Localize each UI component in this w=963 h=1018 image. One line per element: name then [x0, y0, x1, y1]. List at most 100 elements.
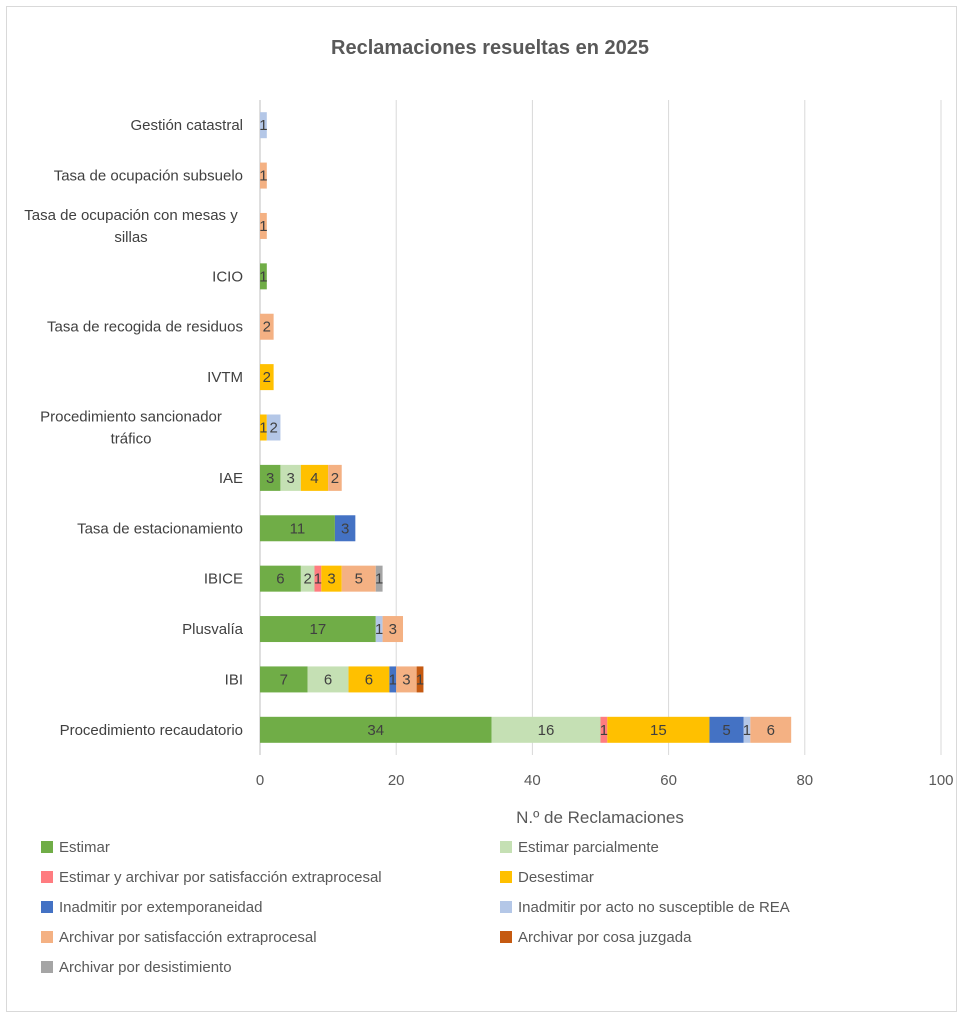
data-label: 1: [259, 420, 267, 437]
data-label: 3: [266, 470, 274, 487]
x-axis-title: N.º de Reclamaciones: [516, 808, 684, 827]
chart-frame: [6, 6, 957, 1012]
data-label: 15: [650, 722, 667, 739]
bar-segment: [260, 313, 274, 340]
bar-segment: [389, 666, 397, 693]
data-label: 4: [310, 470, 318, 487]
data-label: 3: [341, 520, 349, 537]
data-label: 2: [263, 369, 271, 386]
data-label: 16: [538, 722, 555, 739]
legend-label: Archivar por desistimiento: [59, 959, 232, 976]
x-tick-label: 80: [796, 772, 813, 789]
data-label: 6: [365, 671, 373, 688]
data-label: 11: [290, 520, 306, 537]
x-tick-label: 20: [388, 772, 405, 789]
x-tick-label: 0: [256, 772, 264, 789]
category-label: IBI: [225, 671, 243, 688]
legend-label: Estimar: [59, 839, 110, 856]
bar-segment: [334, 515, 356, 542]
legend-label: Archivar por satisfacción extraprocesal: [59, 929, 317, 946]
category-label: IBICE: [204, 571, 243, 588]
data-label: 2: [269, 420, 277, 437]
bar-segment: [260, 565, 301, 592]
bar-segment: [260, 112, 267, 139]
legend-swatch: [500, 841, 512, 853]
category-label: Procedimiento recaudatorio: [60, 722, 243, 739]
bar-segment: [491, 716, 601, 743]
category-label: Procedimiento sancionador tráfico: [40, 409, 222, 448]
bar-segment: [375, 616, 383, 643]
bar-segment: [382, 616, 404, 643]
bar-segment: [396, 666, 417, 693]
data-label: 2: [303, 571, 311, 588]
data-label: 1: [389, 671, 397, 688]
bar-segment: [300, 464, 329, 491]
bar-segment: [260, 414, 267, 441]
data-label: 3: [327, 571, 335, 588]
bar-segment: [328, 464, 342, 491]
data-label: 1: [259, 218, 267, 235]
data-label: 1: [375, 621, 383, 638]
data-label: 3: [389, 621, 397, 638]
bar-segment: [321, 565, 342, 592]
bar-segment: [260, 716, 492, 743]
data-label: 6: [276, 571, 284, 588]
category-label: IVTM: [207, 369, 243, 386]
data-label: 1: [416, 671, 424, 688]
legend-label: Archivar por cosa juzgada: [518, 929, 692, 946]
bar-segment: [375, 565, 383, 592]
category-label: Tasa de estacionamiento: [77, 520, 243, 537]
data-label: 34: [367, 722, 384, 739]
category-label: IAE: [219, 470, 243, 487]
data-label: 3: [402, 671, 410, 688]
x-tick-label: 40: [524, 772, 541, 789]
x-tick-labels: 0 20 40 60 80 100: [256, 772, 954, 789]
bar-segment: [266, 414, 281, 441]
data-label: 2: [331, 470, 339, 487]
legend-label: Inadmitir por acto no susceptible de REA: [518, 899, 790, 916]
legend-swatch: [41, 961, 53, 973]
data-label: 6: [324, 671, 332, 688]
bar-segment: [416, 666, 424, 693]
bar-segment: [300, 565, 315, 592]
data-label: 5: [355, 571, 363, 588]
legend-label: Inadmitir por extemporaneidad: [59, 899, 262, 916]
legend-swatch: [500, 931, 512, 943]
data-label: 1: [375, 571, 383, 588]
x-tick-label: 100: [928, 772, 953, 789]
bar-segment: [260, 364, 274, 391]
bar-segment: [260, 212, 267, 239]
bar-segment: [750, 716, 792, 743]
bar-segment: [743, 716, 751, 743]
bar-segment: [307, 666, 349, 693]
chart-title: Reclamaciones resueltas en 2025: [331, 37, 649, 59]
legend-label: Estimar parcialmente: [518, 839, 659, 856]
data-label: 2: [263, 319, 271, 336]
x-tick-label: 60: [660, 772, 677, 789]
data-label: 1: [259, 168, 267, 185]
data-label: 1: [259, 117, 267, 134]
bar-segment: [260, 263, 267, 290]
data-label: 5: [722, 722, 730, 739]
legend-swatch: [500, 871, 512, 883]
data-label: 1: [600, 722, 608, 739]
category-label: Tasa de ocupación subsuelo: [54, 168, 243, 185]
data-label: 1: [259, 268, 267, 285]
bar-segment: [314, 565, 322, 592]
category-label: Gestión catastral: [130, 117, 243, 134]
data-label: 1: [314, 571, 322, 588]
bar-segment: [607, 716, 710, 743]
bar-segment: [280, 464, 301, 491]
legend: Estimar Estimar parcialmente Estimar y arc…: [41, 839, 790, 976]
gridlines: [259, 100, 942, 755]
category-label: Tasa de ocupación con mesas y sillas: [24, 207, 238, 246]
category-label: Plusvalía: [182, 621, 244, 638]
bar-segment: [260, 464, 281, 491]
data-label: 17: [310, 621, 327, 638]
legend-swatch: [41, 901, 53, 913]
legend-label: Estimar y archivar por satisfacción extr…: [59, 869, 382, 886]
legend-label: Desestimar: [518, 869, 594, 886]
bar-segment: [260, 515, 335, 542]
category-label: ICIO: [212, 268, 243, 285]
data-label: 3: [286, 470, 294, 487]
